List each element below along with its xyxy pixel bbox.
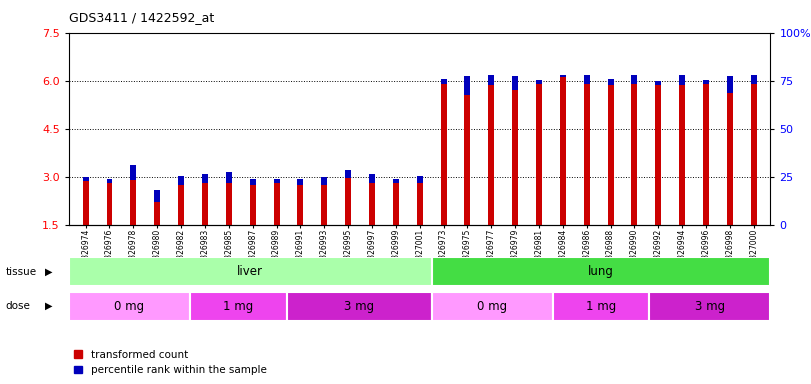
Text: 0 mg: 0 mg [114,300,144,313]
Bar [225,172,232,183]
Bar [703,84,709,225]
Bar [536,84,542,225]
Bar [607,79,614,86]
Bar [250,185,255,225]
Bar [607,86,614,225]
Bar [369,174,375,183]
Bar [369,183,375,225]
Bar [465,95,470,225]
Bar [298,179,303,185]
Bar [286,292,431,321]
Bar [679,75,685,86]
Bar [154,202,161,225]
Bar [106,179,113,183]
Bar [703,80,709,84]
Bar [273,183,280,225]
Bar [178,176,184,185]
Bar [190,292,286,321]
Bar [417,176,423,183]
Bar [560,75,566,78]
Bar [584,75,590,84]
Bar [69,292,190,321]
Text: 3 mg: 3 mg [344,300,375,313]
Bar [154,190,161,202]
Bar [69,257,431,286]
Bar [632,75,637,84]
Text: liver: liver [238,265,264,278]
Bar [632,84,637,225]
Bar [393,179,399,183]
Bar [513,76,518,90]
Bar [345,170,351,178]
Bar [727,93,733,225]
Bar [440,84,447,225]
Bar [560,78,566,225]
Bar [655,81,661,86]
Text: ▶: ▶ [45,266,53,277]
Bar [465,76,470,95]
Bar [345,178,351,225]
Bar [751,84,757,225]
Bar [727,76,733,93]
Bar [655,86,661,225]
Bar [83,182,88,225]
Text: ▶: ▶ [45,301,53,311]
Text: dose: dose [6,301,31,311]
Bar [83,177,88,182]
Bar [584,84,590,225]
Text: tissue: tissue [6,266,36,277]
Bar [679,86,685,225]
Bar [431,292,553,321]
Bar [225,183,232,225]
Bar [393,183,399,225]
Bar [650,292,770,321]
Text: 1 mg: 1 mg [586,300,616,313]
Text: 1 mg: 1 mg [223,300,253,313]
Bar [488,86,494,225]
Bar [751,75,757,84]
Text: lung: lung [588,265,614,278]
Bar [178,185,184,225]
Bar [131,166,136,180]
Bar [321,185,327,225]
Bar [202,183,208,225]
Bar [431,257,770,286]
Bar [440,79,447,84]
Bar [488,75,494,86]
Bar [298,185,303,225]
Text: 0 mg: 0 mg [477,300,508,313]
Bar [513,90,518,225]
Legend: transformed count, percentile rank within the sample: transformed count, percentile rank withi… [74,350,267,375]
Bar [536,80,542,84]
Bar [106,183,113,225]
Bar [273,179,280,183]
Bar [321,177,327,185]
Text: 3 mg: 3 mg [695,300,725,313]
Bar [553,292,650,321]
Bar [250,179,255,185]
Bar [202,174,208,183]
Bar [417,183,423,225]
Text: GDS3411 / 1422592_at: GDS3411 / 1422592_at [69,12,214,25]
Bar [131,180,136,225]
